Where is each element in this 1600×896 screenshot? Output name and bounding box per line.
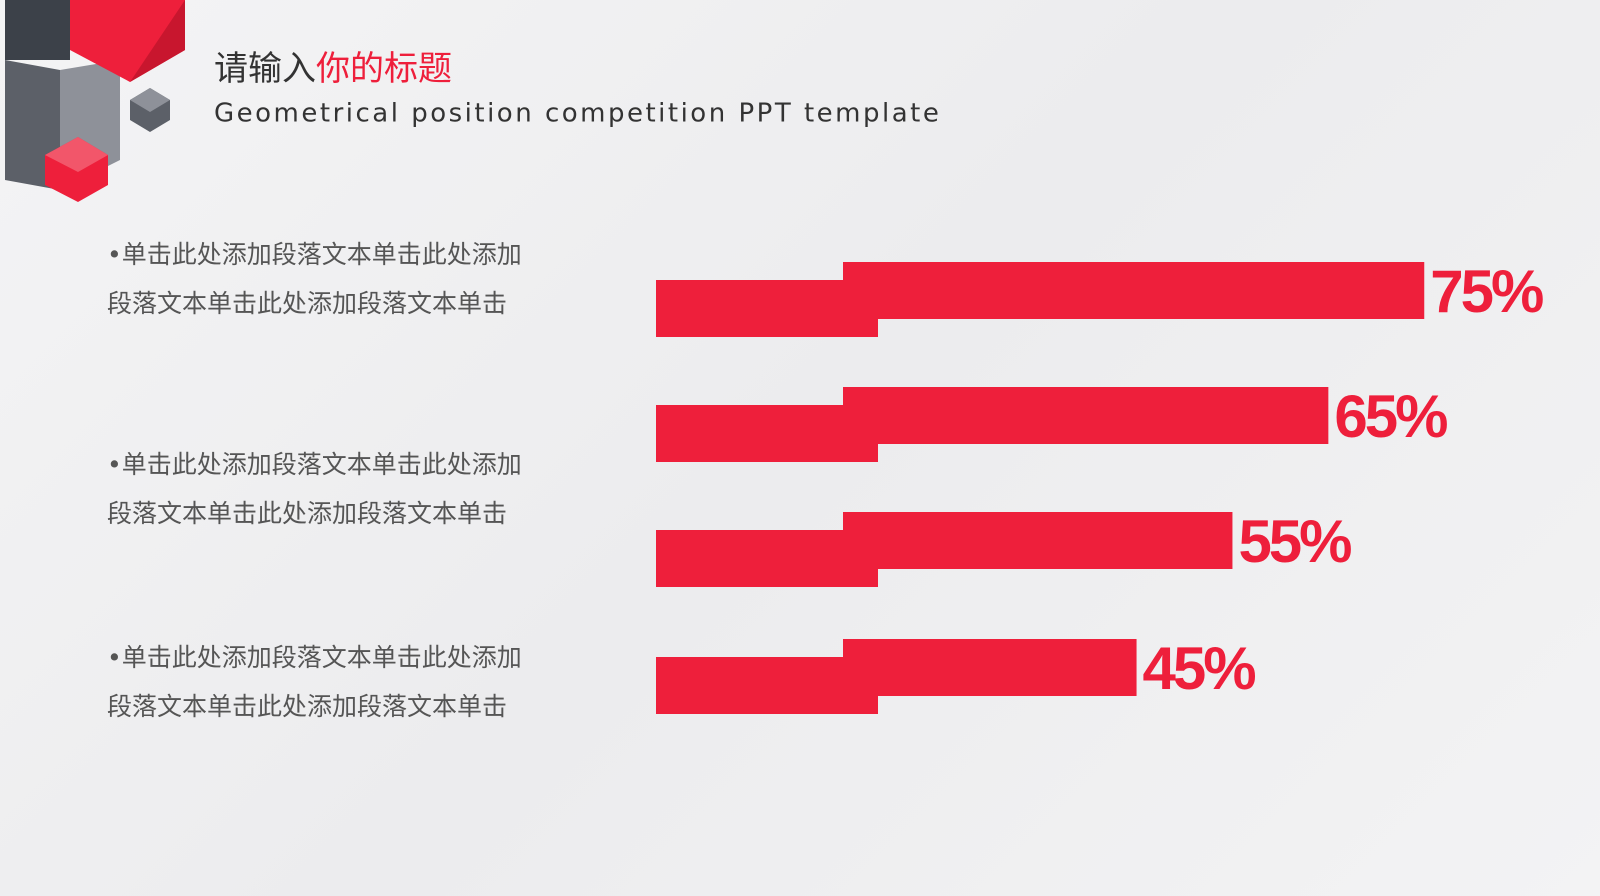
bar	[843, 512, 1233, 569]
paragraph-line: 段落文本单击此处添加段落文本单击	[107, 499, 507, 528]
paragraph-line: •单击此处添加段落文本单击此处添加	[107, 450, 522, 479]
paragraph-line: •单击此处添加段落文本单击此处添加	[107, 240, 522, 269]
value-label: 45%	[1143, 635, 1256, 702]
bar-base	[656, 530, 878, 587]
bar-base	[656, 405, 878, 462]
paragraph-line: 段落文本单击此处添加段落文本单击	[107, 692, 507, 721]
value-label: 65%	[1334, 383, 1447, 450]
chart-title: 请输入你的标题	[214, 49, 452, 89]
title-highlight: 你的标题	[316, 49, 452, 89]
bar	[843, 262, 1425, 319]
bar	[843, 387, 1329, 444]
title-part: 请输入	[214, 49, 316, 89]
value-label: 75%	[1430, 258, 1543, 325]
bar-base	[656, 280, 878, 337]
subtitle: Geometrical position competition PPT tem…	[214, 99, 941, 129]
value-label: 55%	[1238, 508, 1351, 575]
paragraph-line: •单击此处添加段落文本单击此处添加	[107, 643, 522, 672]
cube-decoration	[5, 0, 185, 202]
bar-base	[656, 657, 878, 714]
bar	[843, 639, 1137, 696]
paragraph-line: 段落文本单击此处添加段落文本单击	[107, 289, 507, 318]
